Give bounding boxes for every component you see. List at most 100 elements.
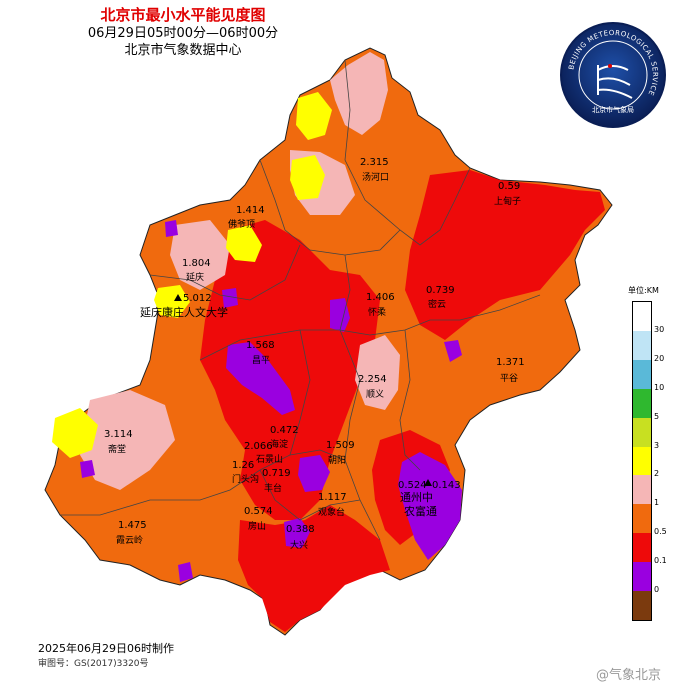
station-shijingshan: 2.066 石景山 — [244, 441, 283, 465]
weibo-watermark: @气象北京 — [596, 668, 662, 683]
legend-swatch — [633, 446, 651, 476]
station-nongfutong: 0.143 农富通 — [404, 479, 461, 518]
review-number: 审图号：GS(2017)3320号 — [38, 659, 149, 669]
title-block: 北京市最小水平能见度图 06月29日05时00分—06时00分 北京市气象数据中… — [58, 6, 308, 59]
legend-tick-label: 3 — [654, 440, 660, 450]
station-yanqing: 1.804 延庆 — [182, 258, 211, 283]
station-name: 门头沟 — [232, 473, 259, 485]
region-purple-yanqing-a — [222, 288, 238, 308]
station-value: 0.524 — [398, 480, 427, 491]
region-red-north — [405, 170, 605, 340]
legend-tick-label: 1 — [654, 498, 660, 508]
station-tongzhou: 0.524 通州中 — [398, 480, 433, 504]
legend-swatch — [633, 504, 651, 534]
legend-swatch — [633, 302, 651, 331]
station-value: 0.59 — [498, 181, 520, 192]
region-yellow-nw — [290, 155, 325, 200]
station-value: 0.388 — [286, 524, 315, 535]
station-name: 通州中 — [400, 491, 433, 504]
station-chaoyang: 1.509 朝阳 — [326, 440, 355, 466]
station-fengtai: 0.719 丰台 — [262, 468, 291, 494]
map-organization: 北京市气象数据中心 — [124, 43, 242, 58]
region-yellow-yanqing — [226, 225, 262, 262]
legend-tick-label: 10 — [654, 382, 665, 392]
station-labels: 2.315 汤河口 0.59 上甸子 1.414 佛爷顶 1.804 延庆 5.… — [104, 157, 525, 551]
station-value: 0.574 — [244, 506, 273, 517]
region-purple-huairou — [330, 298, 350, 332]
station-value: 1.406 — [366, 292, 395, 303]
station-value: 0.719 — [262, 468, 291, 479]
region-pink-shunyi — [355, 335, 400, 410]
station-name: 密云 — [428, 298, 446, 310]
region-purple-tongzhou — [398, 452, 462, 560]
station-guanxiangtai: 1.117 观象台 — [318, 492, 347, 518]
station-haidian: 0.472 海淀 — [270, 425, 299, 450]
region-purple-fyd — [165, 220, 178, 237]
region-purple-changping — [226, 342, 295, 415]
region-yellow-kangzhuang — [154, 285, 190, 318]
station-huairou: 1.406 怀柔 — [366, 292, 395, 318]
station-value: 1.568 — [246, 340, 275, 351]
station-miyun: 0.739 密云 — [426, 285, 455, 310]
station-value: 0.739 — [426, 285, 455, 296]
station-fangshan: 0.574 房山 — [244, 506, 273, 532]
station-pinggu: 1.371 平谷 — [496, 357, 525, 384]
station-value: 2.315 — [360, 157, 389, 168]
station-value: 1.509 — [326, 440, 355, 451]
region-pink-yanqing — [170, 220, 230, 290]
station-name: 上甸子 — [494, 195, 521, 207]
station-value: 1.475 — [118, 520, 147, 531]
map-title: 北京市最小水平能见度图 — [100, 6, 266, 24]
station-shunyi: 2.254 顺义 — [358, 374, 387, 400]
station-value: 0.143 — [432, 480, 461, 491]
made-timestamp: 2025年06月29日06时制作 — [38, 642, 174, 655]
station-name: 石景山 — [256, 454, 283, 465]
legend-tick-label: 20 — [654, 353, 665, 363]
station-name: 大兴 — [290, 539, 308, 551]
legend-unit: 单位:KM — [628, 286, 659, 295]
station-zhaitang: 3.114 斋堂 — [104, 429, 133, 455]
station-value: 5.012 — [183, 293, 212, 304]
legend-swatch — [633, 359, 651, 389]
station-name: 斋堂 — [108, 443, 126, 455]
station-marker-icon — [174, 294, 182, 301]
district-boundaries — [60, 59, 541, 541]
station-name: 延庆康庄人文大学 — [140, 305, 228, 319]
region-pink-north — [330, 52, 388, 135]
station-value: 3.114 — [104, 429, 133, 440]
legend-tick-label: 0.5 — [654, 527, 667, 537]
station-value: 1.26 — [232, 460, 254, 471]
station-kangzhuang: 5.012 延庆康庄人文大学 — [140, 293, 228, 319]
station-value: 1.117 — [318, 492, 347, 503]
station-shangdianzi: 0.59 上甸子 — [494, 181, 521, 207]
map-time-range: 06月29日05时00分—06时00分 — [87, 26, 279, 41]
legend-tick-label: 2 — [654, 469, 660, 479]
legend-tick-label: 5 — [654, 411, 660, 421]
station-name: 农富通 — [404, 504, 437, 518]
station-foyeding: 1.414 佛爷顶 — [228, 205, 265, 230]
station-name: 海淀 — [270, 438, 288, 450]
station-name: 观象台 — [318, 506, 345, 518]
legend-tick-label: 0.1 — [654, 556, 667, 566]
station-name: 丰台 — [264, 482, 282, 494]
legend-swatch — [633, 533, 651, 563]
legend: 单位:KM 30 20 10 5 3 2 1 0.5 0.1 0 — [628, 285, 678, 640]
station-mentougou: 1.26 门头沟 — [232, 460, 259, 485]
station-value: 2.254 — [358, 374, 387, 385]
region-pink-west — [80, 390, 175, 490]
region-yellow-zhaitang — [52, 408, 98, 458]
station-marker-icon — [424, 479, 432, 486]
station-xiayunling: 1.475 霞云岭 — [116, 520, 147, 546]
station-name: 延庆 — [186, 271, 204, 283]
station-name: 房山 — [248, 520, 266, 532]
station-name: 平谷 — [500, 373, 518, 384]
station-daxing: 0.388 大兴 — [286, 524, 315, 551]
station-value: 1.414 — [236, 205, 265, 216]
legend-swatch — [633, 562, 651, 592]
region-purple-miyun — [444, 340, 462, 362]
station-name: 怀柔 — [368, 306, 386, 318]
region-yellow-north — [296, 92, 332, 140]
region-red-central — [200, 220, 380, 520]
region-purple-central — [298, 455, 330, 492]
station-changping: 1.568 昌平 — [246, 340, 275, 366]
